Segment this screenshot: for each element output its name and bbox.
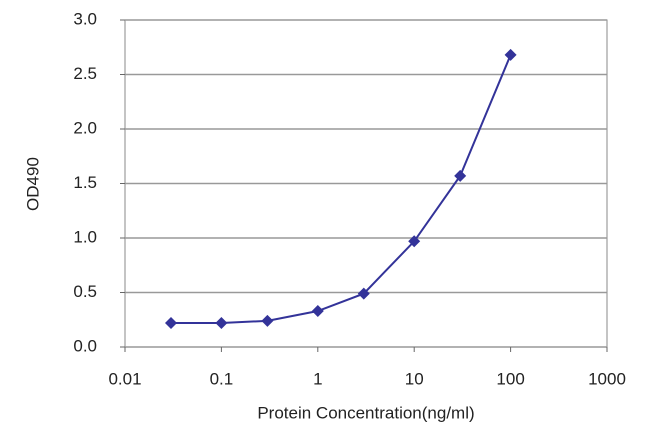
x-tick-label: 10 xyxy=(405,369,424,388)
marker xyxy=(357,287,370,300)
y-tick-label: 1.0 xyxy=(73,227,97,246)
line xyxy=(170,54,512,325)
x-tick-label: 0.01 xyxy=(108,369,141,388)
marker xyxy=(504,48,517,61)
y-tick-label: 0.5 xyxy=(73,282,97,301)
y-tick-label: 2.5 xyxy=(73,64,97,83)
marker xyxy=(311,305,324,318)
marker xyxy=(164,317,177,330)
x-tick-label: 0.1 xyxy=(210,369,234,388)
y-axis-label: OD490 xyxy=(23,157,42,211)
x-tick-label: 100 xyxy=(496,369,524,388)
marker xyxy=(215,317,228,330)
marker xyxy=(408,235,421,248)
marker xyxy=(261,314,274,327)
y-tick-label: 2.0 xyxy=(73,118,97,137)
y-tick-label: 3.0 xyxy=(73,9,97,28)
y-tick-label: 0.0 xyxy=(73,336,97,355)
x-tick-label: 1000 xyxy=(588,369,626,388)
x-axis-label: Protein Concentration(ng/ml) xyxy=(257,403,474,422)
x-tick-label: 1 xyxy=(313,369,322,388)
y-tick-label: 1.5 xyxy=(73,173,97,192)
marker xyxy=(454,169,467,182)
